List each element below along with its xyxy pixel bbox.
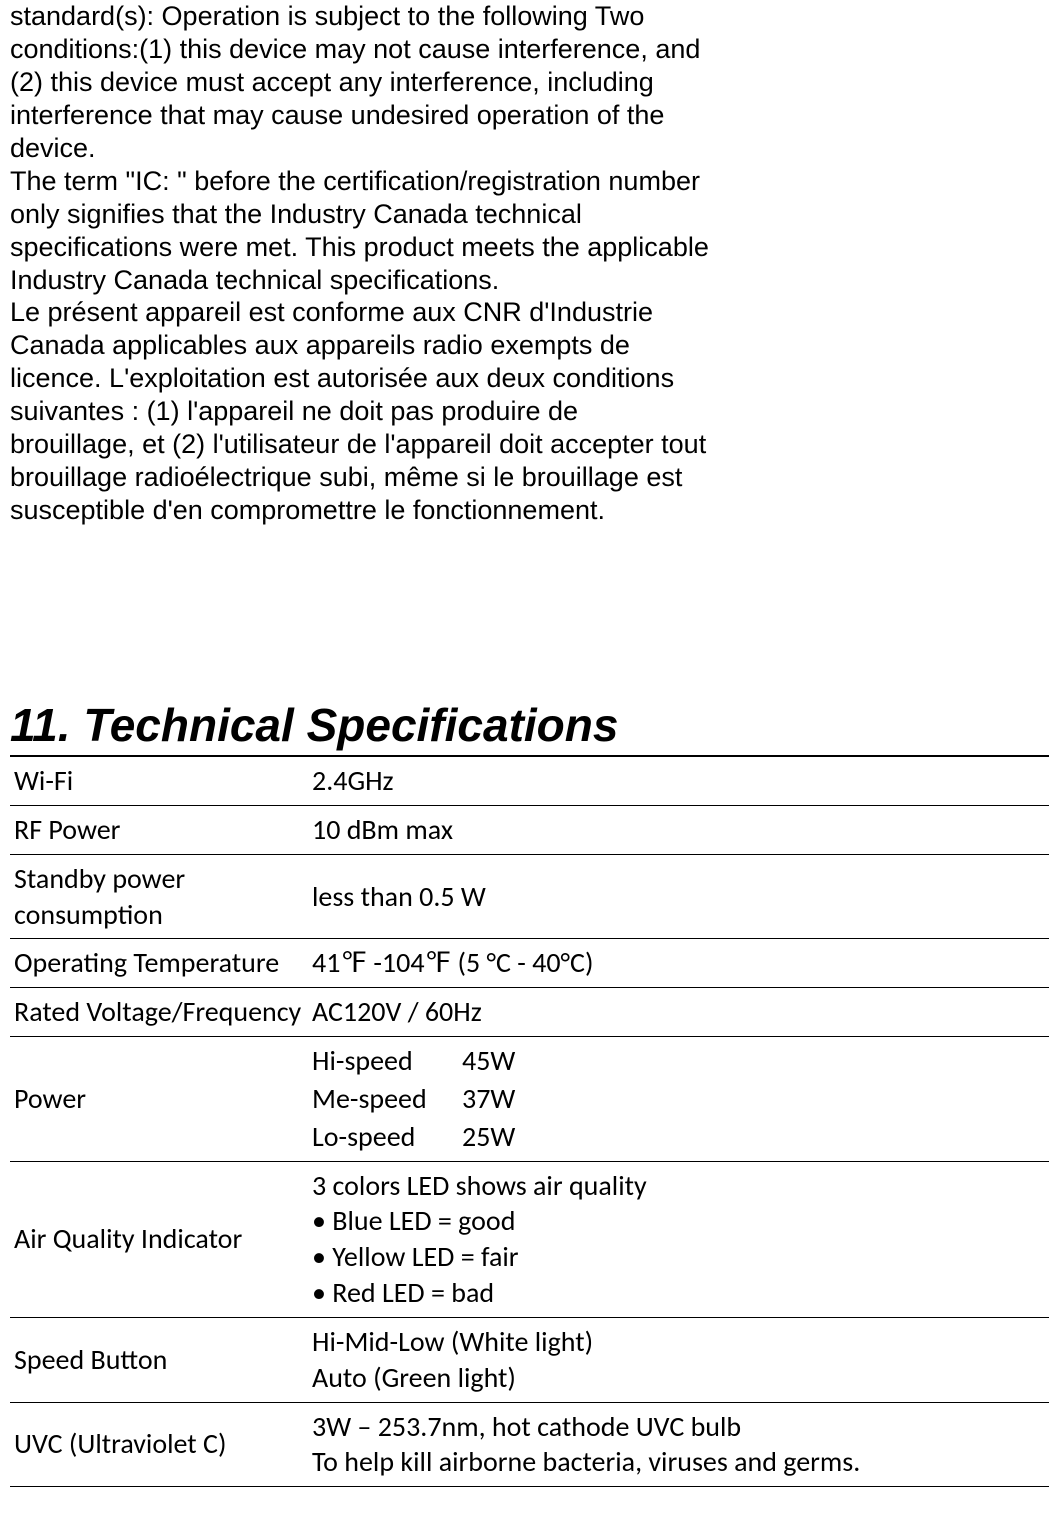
regulatory-body-text: standard(s): Operation is subject to the… — [10, 0, 710, 527]
table-row: Wi-Fi 2.4GHz — [10, 757, 1049, 805]
spec-value: 41℉ -104℉ (5 °C - 40°C) — [308, 939, 1049, 988]
spec-value: Hi-speed 45W Me-speed 37W Lo-speed 25W — [308, 1037, 1049, 1161]
table-row: Speed Button Hi-Mid-Low (White light) Au… — [10, 1317, 1049, 1402]
table-row: Operating Temperature 41℉ -104℉ (5 °C - … — [10, 939, 1049, 988]
spec-label: Wi-Fi — [10, 757, 308, 805]
spec-label: Standby power consumption — [10, 854, 308, 939]
spec-label: RF Power — [10, 805, 308, 854]
power-speed-watts: 45W — [462, 1043, 1045, 1079]
spec-label: Operating Temperature — [10, 939, 308, 988]
table-row: UVC (Ultraviolet C) 3W – 253.7nm, hot ca… — [10, 1402, 1049, 1487]
spec-value: Hi-Mid-Low (White light) Auto (Green lig… — [308, 1317, 1049, 1402]
power-speed-watts: 37W — [462, 1081, 1045, 1117]
spec-value: 2.4GHz — [308, 757, 1049, 805]
spec-label: Power — [10, 1037, 308, 1161]
spec-label: Rated Voltage/Frequency — [10, 988, 308, 1037]
spec-value: less than 0.5 W — [308, 854, 1049, 939]
power-speed-name: Lo-speed — [312, 1119, 462, 1155]
spec-label: UVC (Ultraviolet C) — [10, 1402, 308, 1487]
technical-specifications-table: Wi-Fi 2.4GHz RF Power 10 dBm max Standby… — [10, 757, 1049, 1487]
table-row: Power Hi-speed 45W Me-speed 37W Lo-speed… — [10, 1037, 1049, 1161]
table-row: Air Quality Indicator 3 colors LED shows… — [10, 1161, 1049, 1317]
table-row: Rated Voltage/Frequency AC120V / 60Hz — [10, 988, 1049, 1037]
spec-value: 3W – 253.7nm, hot cathode UVC bulb To he… — [308, 1402, 1049, 1487]
table-row: Standby power consumption less than 0.5 … — [10, 854, 1049, 939]
section-heading-technical-specifications: 11. Technical Specifications — [10, 697, 1049, 757]
spec-value: AC120V / 60Hz — [308, 988, 1049, 1037]
spec-label: Speed Button — [10, 1317, 308, 1402]
power-speed-watts: 25W — [462, 1119, 1045, 1155]
spec-value: 3 colors LED shows air quality • Blue LE… — [308, 1161, 1049, 1317]
table-row: RF Power 10 dBm max — [10, 805, 1049, 854]
spec-value: 10 dBm max — [308, 805, 1049, 854]
spec-label: Air Quality Indicator — [10, 1161, 308, 1317]
power-speed-name: Me-speed — [312, 1081, 462, 1117]
power-speed-name: Hi-speed — [312, 1043, 462, 1079]
